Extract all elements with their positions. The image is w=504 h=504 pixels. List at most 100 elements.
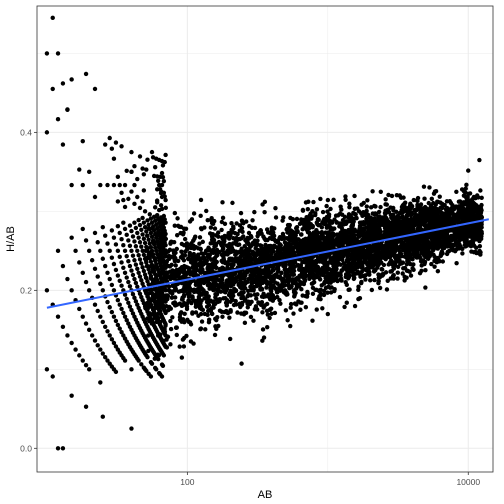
scatter-point: [332, 251, 337, 257]
scatter-point: [109, 146, 115, 151]
scatter-point: [352, 193, 357, 199]
scatter-point: [163, 152, 168, 158]
scatter-point: [359, 233, 365, 238]
scatter-point: [129, 149, 134, 155]
scatter-point: [142, 209, 148, 214]
scatter-point: [368, 278, 373, 283]
scatter-point: [151, 312, 156, 317]
scatter-point: [444, 210, 450, 216]
scatter-point: [310, 209, 315, 214]
scatter-point: [206, 319, 212, 325]
scatter-point: [174, 233, 180, 238]
scatter-point: [467, 210, 472, 215]
scatter-point: [141, 268, 147, 274]
scatter-point: [203, 327, 208, 332]
scatter-point: [86, 248, 92, 254]
scatter-point: [191, 238, 196, 243]
scatter-point: [469, 249, 474, 254]
scatter-point: [249, 234, 254, 240]
scatter-point: [454, 226, 460, 232]
scatter-point: [145, 300, 150, 306]
scatter-point: [445, 249, 450, 255]
scatter-point: [161, 275, 167, 280]
scatter-point: [201, 255, 206, 260]
scatter-point: [133, 244, 139, 249]
scatter-point: [154, 264, 159, 269]
scatter-point: [80, 226, 85, 232]
scatter-point: [124, 232, 129, 238]
scatter-point: [77, 353, 82, 358]
scatter-point: [154, 319, 159, 325]
scatter-point: [164, 345, 170, 350]
scatter-point: [346, 287, 351, 293]
scatter-point: [384, 202, 390, 207]
scatter-point: [444, 199, 450, 204]
scatter-point: [359, 265, 364, 270]
scatter-point: [121, 197, 126, 203]
scatter-point: [347, 268, 353, 274]
scatter-point: [255, 247, 261, 253]
scatter-point: [298, 300, 303, 305]
scatter-point: [220, 245, 226, 250]
scatter-point: [211, 285, 217, 290]
scatter-point: [92, 230, 98, 236]
scatter-point: [357, 295, 363, 301]
scatter-point: [182, 311, 187, 316]
scatter-point: [413, 234, 419, 240]
scatter-point: [129, 248, 134, 254]
scatter-point: [156, 356, 161, 362]
scatter-point: [397, 193, 402, 198]
scatter-point: [149, 234, 155, 239]
scatter-point: [122, 270, 128, 275]
scatter-point: [241, 312, 247, 317]
scatter-point: [478, 230, 484, 235]
scatter-point: [250, 218, 255, 223]
scatter-point: [105, 329, 110, 334]
scatter-point: [181, 344, 187, 349]
scatter-point: [129, 307, 134, 313]
scatter-point: [479, 234, 484, 239]
scatter-point: [265, 324, 270, 330]
scatter-point: [477, 248, 482, 254]
scatter-point: [135, 248, 140, 254]
scatter-point: [388, 269, 393, 274]
scatter-point: [156, 272, 162, 278]
scatter-point: [332, 217, 337, 222]
scatter-point: [164, 258, 169, 264]
scatter-point: [395, 270, 401, 275]
scatter-point: [152, 287, 157, 292]
scatter-point: [155, 311, 161, 317]
scatter-point: [373, 204, 378, 209]
scatter-point: [230, 200, 235, 206]
scatter-point: [144, 255, 150, 260]
scatter-point: [147, 241, 152, 246]
scatter-point: [319, 229, 325, 235]
scatter-point: [152, 356, 157, 361]
scatter-point: [156, 178, 161, 183]
scatter-point: [113, 140, 119, 145]
scatter-point: [119, 329, 124, 335]
scatter-point: [205, 265, 211, 270]
scatter-point: [261, 335, 267, 340]
scatter-point: [223, 290, 228, 295]
scatter-point: [325, 241, 330, 247]
scatter-point: [234, 221, 239, 226]
scatter-point: [386, 192, 391, 198]
scatter-point: [343, 197, 348, 202]
scatter-point: [252, 209, 257, 215]
scatter-point: [372, 267, 377, 273]
scatter-point: [122, 182, 128, 188]
scatter-point: [456, 210, 461, 216]
scatter-point: [457, 205, 462, 211]
scatter-point: [196, 313, 201, 318]
scatter-point: [406, 209, 411, 214]
scatter-point: [324, 269, 329, 275]
scatter-point: [294, 302, 299, 307]
scatter-point: [281, 215, 286, 220]
scatter-point: [201, 291, 207, 296]
scatter-point: [261, 305, 266, 310]
scatter-point: [369, 287, 375, 293]
scatter-point: [295, 263, 300, 268]
scatter-point: [119, 144, 124, 149]
scatter-point: [215, 314, 220, 320]
